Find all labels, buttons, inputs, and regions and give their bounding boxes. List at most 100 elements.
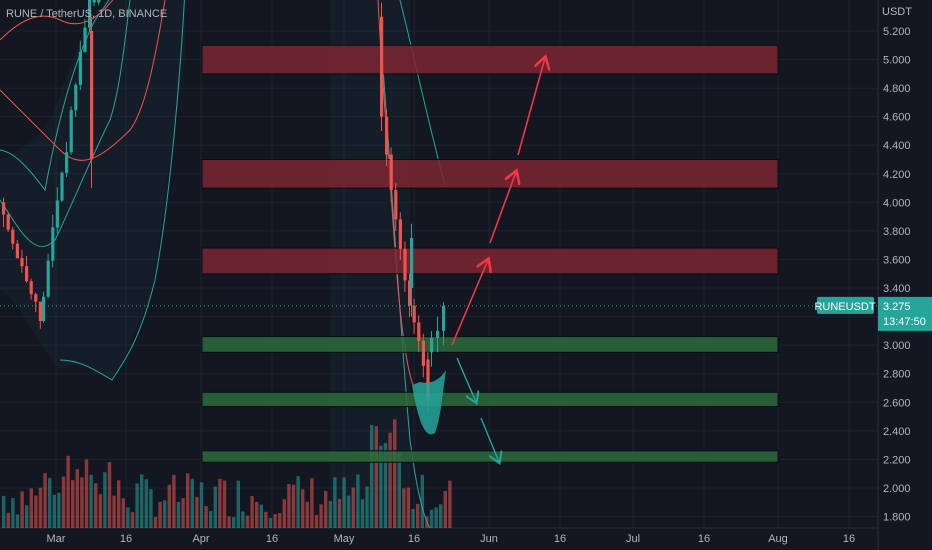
y-unit-label: USDT [882,6,912,18]
lower-band-left [0,0,110,192]
candle-body [46,260,50,297]
ma-left [0,0,166,161]
candle-body [34,294,38,302]
volume-bar [232,517,236,528]
volume-bar [75,469,79,528]
candle-body [83,27,87,52]
volume-bar [420,474,424,528]
demand-zone [201,336,779,353]
volume-bar [158,501,162,528]
x-tick-label: Jun [480,533,498,545]
x-tick-label: 16 [698,533,710,545]
last-price-tag [878,296,932,331]
volume-bar [448,480,452,528]
volume-bar [342,477,346,528]
volume-bar [190,478,194,528]
candles [2,0,446,435]
volume-bar [48,478,52,528]
volume-bar [163,500,167,528]
x-tick-label: 16 [120,533,132,545]
outer-band-left [59,0,185,381]
volume-bar [333,477,337,528]
volume-bar [130,512,135,528]
x-tick-label: Mar [47,533,66,545]
volume-bar [443,491,447,528]
candle-body [78,51,82,85]
symbol-tag-label: RUNEUSDT [814,301,875,313]
volume-bar [66,455,70,528]
volume-bar [370,425,374,528]
volume-bar [61,476,66,528]
volume-bar [199,482,204,528]
candle-body [74,84,78,111]
volume-bar [176,501,181,528]
demand-zone [201,391,779,408]
volume-bar [411,508,415,528]
y-tick-label: 2.200 [883,454,911,466]
y-tick-label: 4.800 [883,83,911,95]
volume-bar [15,514,20,528]
volume-bar [406,487,411,528]
target-arrow [489,172,516,244]
candle-body [385,116,389,155]
volume-bar [117,480,121,528]
volume-bar [94,483,98,528]
candle-body [417,322,421,341]
volume-bar [112,495,116,528]
volume-bar [314,514,319,528]
candle-body [410,238,414,289]
volume-bar [84,459,89,528]
target-arrow [451,260,488,346]
candle-body [25,266,29,282]
candle-body [380,16,384,117]
volume-bar [153,516,158,528]
y-tick-label: 2.800 [883,369,911,381]
x-tick-label: May [334,533,355,545]
volume-bar [388,432,392,528]
volume-bar [167,484,171,528]
time-axis[interactable]: Mar 16 Apr 16 May 16 Jun 16 Jul 16 Aug 16 [47,533,856,545]
x-tick-label: 16 [266,533,278,545]
volume-bar [121,498,125,528]
candle-body [20,258,24,267]
volume-bar [273,514,277,528]
volume-bar [324,490,328,528]
y-tick-label: 5.000 [883,55,911,67]
volume-bar [204,506,208,528]
volume-bar [241,511,245,528]
candle-body [55,200,59,228]
pullback-arrow [480,417,499,462]
volume-bar [356,474,360,528]
candle-body [92,0,96,3]
y-tick-label: 4.600 [883,112,911,124]
volume-bar [29,488,33,528]
volume-bar [296,476,300,528]
volume-bar [402,488,406,528]
volume-bar [397,452,401,528]
volume-bar [278,513,282,528]
x-tick-label: 16 [843,533,855,545]
volume-bar [347,495,351,528]
target-arrow [517,58,545,156]
volume-bar [305,501,309,528]
volume-bar [140,474,144,528]
volume-bar [103,472,107,528]
countdown-label: 13:47:50 [883,316,926,328]
candle-body [403,248,407,281]
volume-bar [135,483,139,528]
volume-bar [57,492,61,528]
volume-bar [379,445,383,528]
volume-bar [434,507,438,528]
candle-body [442,305,446,331]
volume-bar [218,478,222,528]
ma2-left [0,0,131,247]
candle-body [97,0,101,3]
y-tick-label: 4.200 [883,169,911,181]
candle-body [15,243,19,259]
candle-body [430,338,434,353]
volume-bar [264,511,268,528]
volume-bar [360,499,365,528]
volume-bar [268,517,273,528]
price-axis[interactable]: 5.200 5.000 4.800 4.600 4.400 4.200 4.000 3.800… [814,26,932,524]
